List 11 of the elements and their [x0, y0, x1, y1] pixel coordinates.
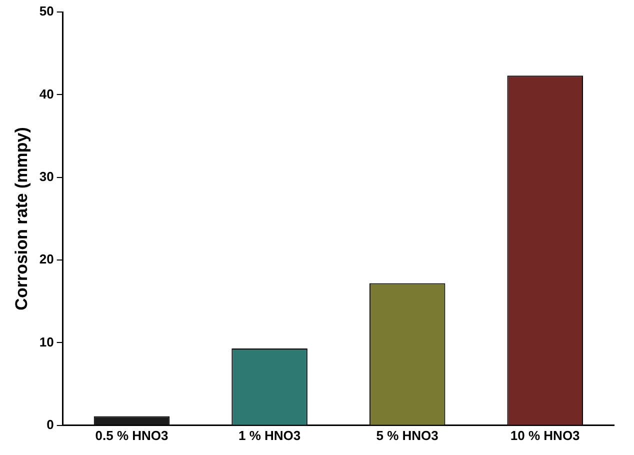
y-tick-label: 40 — [39, 86, 54, 102]
y-tick-label: 10 — [39, 334, 54, 350]
y-tick-label: 20 — [39, 252, 54, 267]
y-tick-label: 50 — [39, 4, 54, 19]
x-tick-label: 1 % HNO3 — [238, 428, 301, 443]
y-tick-label: 30 — [39, 168, 54, 184]
x-tick-label: 5 % HNO3 — [376, 428, 438, 443]
x-tick-label: 10 % HNO3 — [510, 428, 580, 443]
x-tick-label: 0.5 % HNO3 — [95, 428, 168, 443]
y-tick-label: 0 — [46, 416, 54, 432]
y-axis-title: Corrosion rate (mmpy) — [12, 127, 31, 310]
